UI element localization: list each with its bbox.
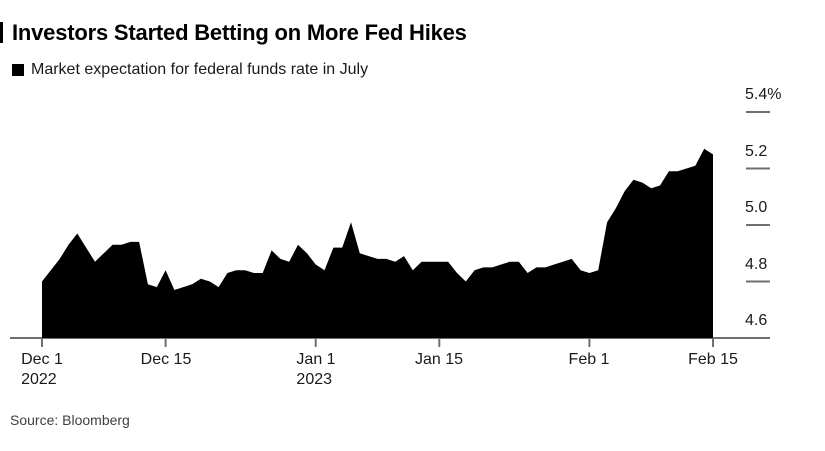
x-tick-label: Feb 15 xyxy=(688,350,738,370)
y-tick-mark xyxy=(746,167,770,170)
chart-legend: Market expectation for federal funds rat… xyxy=(12,61,368,79)
legend-label: Market expectation for federal funds rat… xyxy=(31,61,369,78)
x-tick-label: Dec 15 xyxy=(141,350,192,370)
left-edge-artifact xyxy=(0,22,3,43)
y-tick-mark xyxy=(746,111,770,113)
y-tick-mark xyxy=(746,280,770,283)
x-tick-date: Dec 15 xyxy=(140,351,192,368)
x-tick-date: Jan 1 xyxy=(296,351,336,368)
x-tick-mark xyxy=(164,338,167,347)
y-tick-label: 5.2 xyxy=(745,143,768,160)
x-tick-mark xyxy=(712,338,714,347)
source-note: Source: Bloomberg xyxy=(10,412,130,428)
x-tick-mark xyxy=(314,338,317,347)
x-tick-mark xyxy=(41,338,43,347)
x-tick-date: Dec 1 xyxy=(21,351,63,368)
x-tick-label: Jan 15 xyxy=(415,350,463,370)
y-tick-label: 4.8 xyxy=(745,256,768,273)
chart-title: Investors Started Betting on More Fed Hi… xyxy=(12,20,467,45)
y-tick-label: 5.4% xyxy=(745,86,782,103)
x-tick-date: Feb 1 xyxy=(568,351,610,368)
x-tick-label: Dec 1 2022 xyxy=(21,350,63,390)
area-series xyxy=(42,148,713,338)
x-tick-label: Feb 1 xyxy=(569,350,610,370)
x-tick-date: Feb 15 xyxy=(688,351,738,368)
y-tick-mark xyxy=(746,224,770,226)
x-tick-label: Jan 1 2023 xyxy=(296,350,335,390)
legend-swatch-icon xyxy=(12,64,24,76)
x-tick-date: Jan 15 xyxy=(414,351,464,368)
y-tick-label: 4.6 xyxy=(745,312,768,329)
y-tick-label: 5.0 xyxy=(745,199,768,216)
x-tick-year: 2022 xyxy=(21,371,57,388)
x-tick-mark xyxy=(588,338,591,347)
x-tick-mark xyxy=(438,338,441,347)
x-tick-year: 2023 xyxy=(296,371,333,388)
